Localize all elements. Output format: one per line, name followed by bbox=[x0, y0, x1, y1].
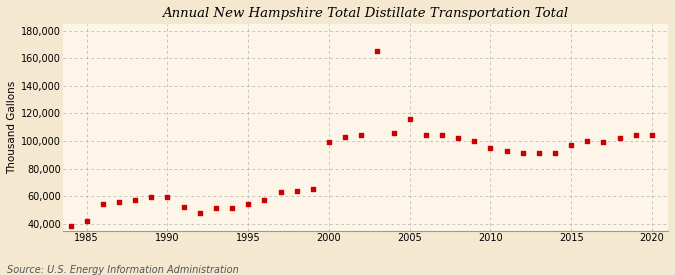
Point bbox=[549, 151, 560, 156]
Point bbox=[97, 202, 108, 207]
Point bbox=[404, 117, 415, 121]
Point bbox=[323, 140, 334, 145]
Point bbox=[614, 136, 625, 141]
Point bbox=[437, 133, 448, 138]
Point bbox=[340, 135, 350, 139]
Point bbox=[130, 198, 140, 202]
Point bbox=[372, 49, 383, 54]
Point bbox=[113, 199, 124, 204]
Point bbox=[227, 206, 238, 211]
Point bbox=[485, 146, 496, 150]
Point bbox=[291, 188, 302, 193]
Title: Annual New Hampshire Total Distillate Transportation Total: Annual New Hampshire Total Distillate Tr… bbox=[162, 7, 568, 20]
Point bbox=[275, 190, 286, 194]
Point bbox=[533, 151, 544, 156]
Point bbox=[146, 195, 157, 200]
Point bbox=[194, 210, 205, 215]
Point bbox=[517, 151, 528, 156]
Point bbox=[630, 133, 641, 138]
Point bbox=[178, 205, 189, 209]
Point bbox=[647, 133, 657, 138]
Point bbox=[259, 198, 270, 202]
Point bbox=[469, 139, 480, 143]
Point bbox=[566, 143, 576, 147]
Point bbox=[356, 133, 367, 138]
Point bbox=[388, 131, 399, 135]
Text: Source: U.S. Energy Information Administration: Source: U.S. Energy Information Administ… bbox=[7, 265, 238, 275]
Point bbox=[453, 136, 464, 141]
Point bbox=[598, 140, 609, 145]
Point bbox=[421, 133, 431, 138]
Point bbox=[243, 202, 254, 207]
Point bbox=[65, 224, 76, 229]
Point bbox=[501, 148, 512, 153]
Point bbox=[81, 219, 92, 223]
Point bbox=[211, 206, 221, 211]
Y-axis label: Thousand Gallons: Thousand Gallons bbox=[7, 81, 17, 174]
Point bbox=[162, 195, 173, 200]
Point bbox=[307, 187, 318, 191]
Point bbox=[582, 139, 593, 143]
